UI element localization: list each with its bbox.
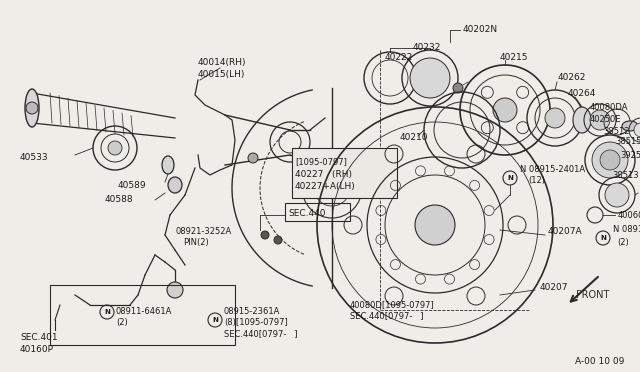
Text: SEC.401: SEC.401 bbox=[20, 333, 58, 341]
Text: 40160P: 40160P bbox=[20, 346, 54, 355]
Text: N: N bbox=[212, 317, 218, 323]
Circle shape bbox=[493, 98, 517, 122]
Text: 40207A: 40207A bbox=[548, 228, 582, 237]
Text: 40015(LH): 40015(LH) bbox=[198, 70, 245, 78]
Text: 40533: 40533 bbox=[20, 154, 49, 163]
Circle shape bbox=[26, 102, 38, 114]
Circle shape bbox=[415, 205, 455, 245]
Text: 39253X: 39253X bbox=[620, 151, 640, 160]
Text: 40060E: 40060E bbox=[618, 211, 640, 219]
Text: N: N bbox=[600, 235, 606, 241]
Text: 40227+A(LH): 40227+A(LH) bbox=[295, 183, 356, 192]
Text: 40202N: 40202N bbox=[463, 26, 498, 35]
Circle shape bbox=[592, 142, 628, 178]
Text: 40264: 40264 bbox=[568, 89, 596, 97]
Text: 38513: 38513 bbox=[612, 171, 639, 180]
Text: 08915-2361A: 08915-2361A bbox=[224, 308, 280, 317]
Text: (12): (12) bbox=[528, 176, 545, 186]
Text: 40262: 40262 bbox=[558, 74, 586, 83]
Text: N 08911-6081A: N 08911-6081A bbox=[613, 225, 640, 234]
Text: SEC.440: SEC.440 bbox=[288, 208, 326, 218]
Text: A-00 10 09: A-00 10 09 bbox=[575, 357, 625, 366]
Text: 08921-3252A: 08921-3252A bbox=[175, 228, 231, 237]
Text: [1095-0797]: [1095-0797] bbox=[295, 157, 347, 167]
Ellipse shape bbox=[25, 89, 39, 127]
Circle shape bbox=[274, 236, 282, 244]
Circle shape bbox=[248, 153, 258, 163]
Text: 40250E: 40250E bbox=[590, 115, 621, 125]
Text: N: N bbox=[104, 309, 110, 315]
Text: 38515: 38515 bbox=[615, 138, 640, 147]
Text: (8)[1095-0797]: (8)[1095-0797] bbox=[224, 318, 288, 327]
Text: SEC.440[0797-   ]: SEC.440[0797- ] bbox=[350, 311, 424, 321]
Text: N 08915-2401A: N 08915-2401A bbox=[520, 166, 585, 174]
Circle shape bbox=[600, 150, 620, 170]
Circle shape bbox=[545, 108, 565, 128]
Circle shape bbox=[590, 110, 610, 130]
Text: 40227   (RH): 40227 (RH) bbox=[295, 170, 352, 180]
Text: (2): (2) bbox=[116, 318, 128, 327]
Text: 40222: 40222 bbox=[385, 54, 413, 62]
Bar bbox=[292, 148, 397, 198]
Bar bbox=[285, 203, 350, 221]
Text: 08911-6461A: 08911-6461A bbox=[116, 308, 172, 317]
Circle shape bbox=[108, 141, 122, 155]
Text: 40588: 40588 bbox=[105, 196, 134, 205]
Circle shape bbox=[410, 58, 450, 98]
Ellipse shape bbox=[573, 107, 591, 133]
Ellipse shape bbox=[162, 156, 174, 174]
Text: 40014(RH): 40014(RH) bbox=[198, 58, 246, 67]
Text: 40210: 40210 bbox=[400, 134, 429, 142]
Circle shape bbox=[167, 282, 183, 298]
Circle shape bbox=[453, 83, 463, 93]
Text: 40215: 40215 bbox=[500, 52, 529, 61]
Text: (2): (2) bbox=[617, 237, 628, 247]
Ellipse shape bbox=[622, 121, 638, 131]
Text: 38512: 38512 bbox=[603, 126, 630, 135]
Circle shape bbox=[605, 183, 629, 207]
Text: 40207: 40207 bbox=[540, 283, 568, 292]
Bar bbox=[50, 285, 235, 345]
Text: 40232: 40232 bbox=[413, 44, 442, 52]
Text: 40080D[1095-0797]: 40080D[1095-0797] bbox=[350, 301, 435, 310]
Text: 40080DA: 40080DA bbox=[590, 103, 628, 112]
Text: PIN(2): PIN(2) bbox=[183, 238, 209, 247]
Text: N: N bbox=[507, 175, 513, 181]
Circle shape bbox=[261, 231, 269, 239]
Text: 40589: 40589 bbox=[118, 180, 147, 189]
Circle shape bbox=[634, 123, 640, 137]
Ellipse shape bbox=[168, 177, 182, 193]
Text: SEC.440[0797-   ]: SEC.440[0797- ] bbox=[224, 330, 298, 339]
Text: FRONT: FRONT bbox=[576, 290, 609, 300]
